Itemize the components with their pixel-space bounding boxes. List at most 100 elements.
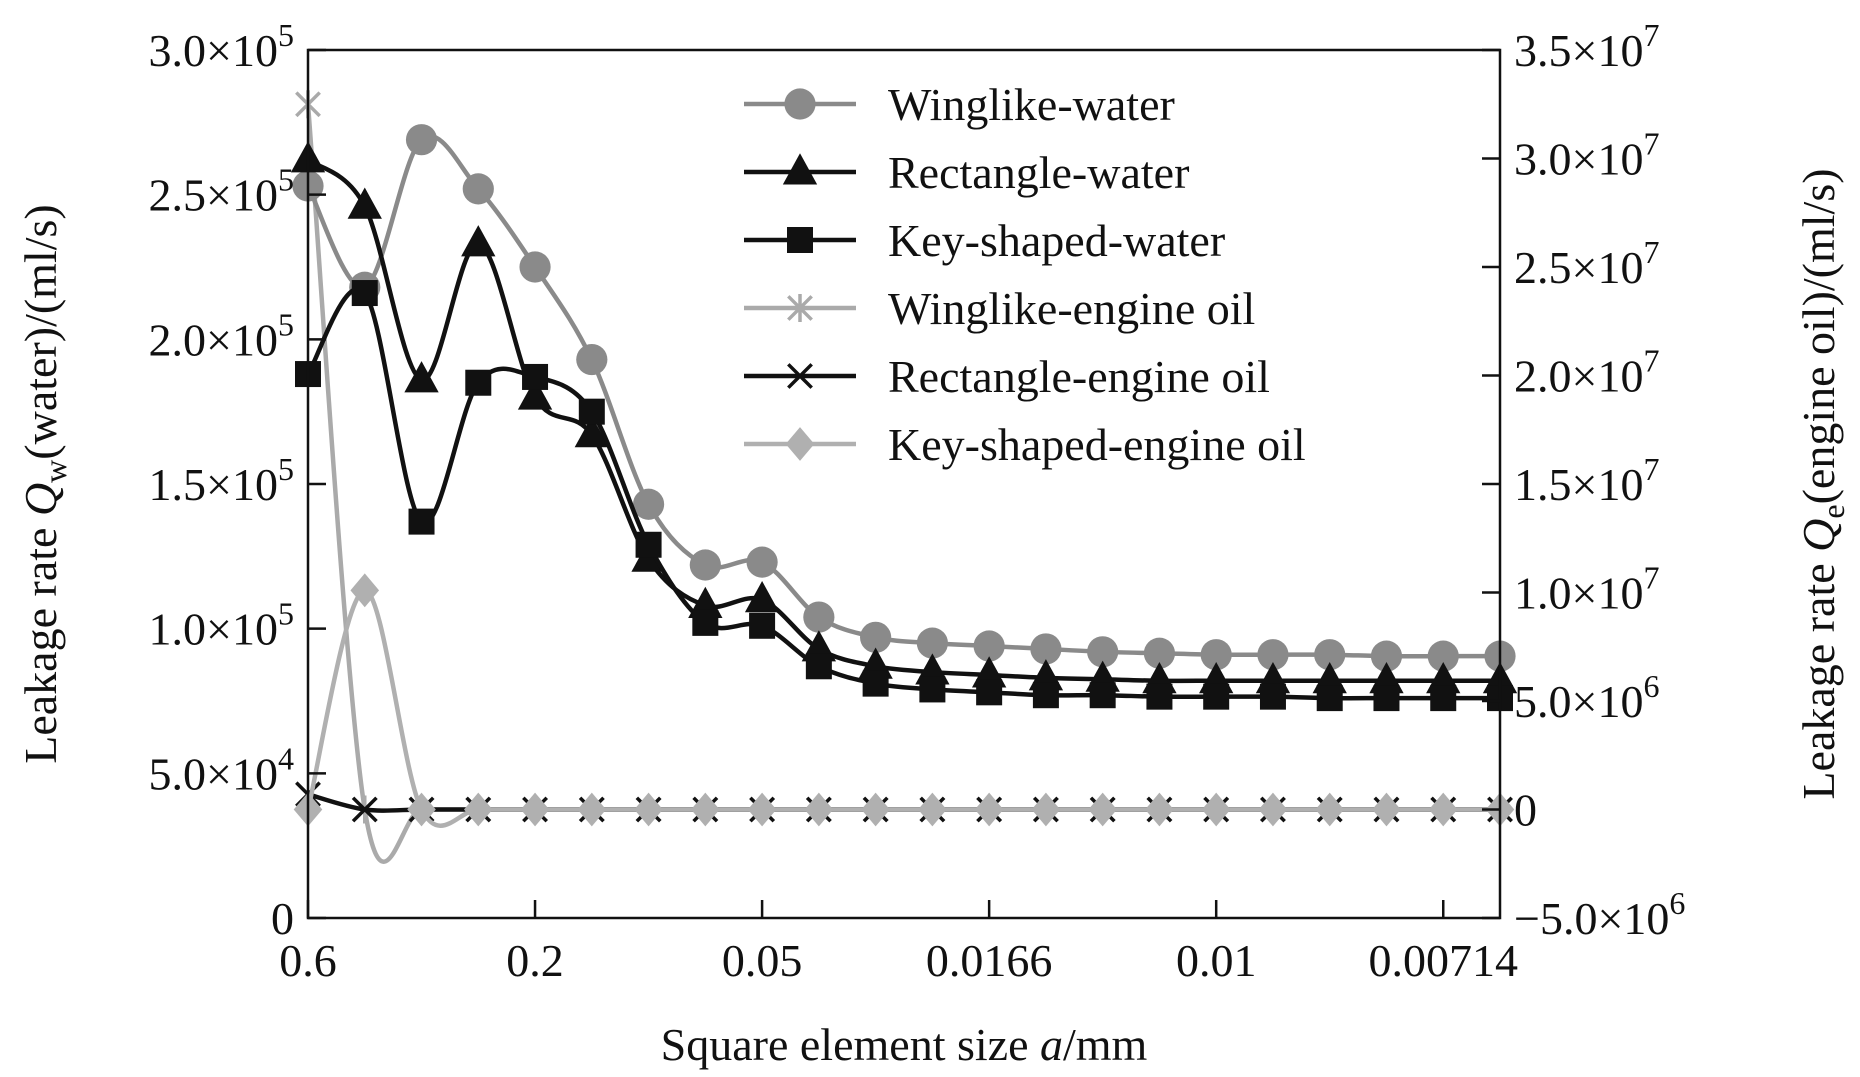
data-point [574, 416, 609, 448]
y-left-tick-label: 1.0×105 [149, 596, 294, 655]
data-point [465, 369, 492, 396]
y-left-tick-label: 3.0×105 [149, 17, 294, 76]
data-point [632, 488, 665, 520]
data-point [862, 670, 889, 697]
data-point [463, 792, 493, 827]
legend-label: Rectangle-water [888, 147, 1189, 198]
y-right-tick-label: 1.0×107 [1514, 560, 1659, 619]
data-point [350, 573, 380, 608]
legend-label: Winglike-water [888, 79, 1175, 130]
y-right-tick-label: 2.5×107 [1514, 234, 1659, 293]
data-point [462, 173, 494, 205]
y-left-axis-title: Leakage rate Qw(water)/(ml/s) [15, 204, 73, 764]
data-point [1087, 636, 1119, 668]
legend-label: Key-shaped-engine oil [888, 419, 1306, 470]
data-point [861, 792, 890, 827]
legend-marker [782, 153, 818, 185]
data-point [692, 609, 719, 636]
data-point [1430, 685, 1457, 712]
legend-marker [787, 363, 813, 389]
y-right-tick-label: 0 [1514, 785, 1537, 836]
data-point [1146, 683, 1173, 710]
data-point [976, 679, 1003, 706]
data-point [634, 792, 663, 827]
data-point [747, 792, 777, 827]
legend-entry: Key-shaped-water [744, 215, 1225, 266]
y-left-tick-label: 5.0×104 [149, 740, 294, 799]
series-3 [295, 90, 1513, 864]
data-point [351, 280, 378, 307]
data-point [974, 792, 1004, 827]
data-point [405, 124, 438, 156]
y-left-tick-label: 1.5×105 [149, 451, 294, 510]
data-point [577, 792, 607, 827]
x-tick-label: 0.2 [506, 935, 564, 986]
legend-entry: Winglike-engine oil [744, 283, 1255, 334]
data-point [860, 621, 892, 653]
y-right-tick-label: 1.5×107 [1514, 451, 1659, 510]
data-point [461, 225, 496, 257]
data-point [522, 363, 549, 390]
data-point [805, 653, 832, 680]
legend-label: Rectangle-engine oil [888, 351, 1270, 402]
data-point [916, 627, 948, 659]
data-point [1427, 640, 1459, 672]
legend-marker [785, 427, 815, 461]
y-right-tick-label: −5.0×106 [1514, 885, 1685, 944]
x-tick-label: 0.00714 [1368, 935, 1518, 986]
y-right-tick-label: 3.0×107 [1514, 126, 1659, 185]
data-point [689, 549, 721, 581]
series-layer [290, 90, 1518, 864]
data-point [1032, 682, 1059, 709]
data-point [576, 343, 608, 376]
data-point [1201, 792, 1231, 827]
legend-marker [787, 227, 813, 253]
data-point [746, 546, 778, 578]
data-point [1314, 639, 1346, 671]
data-point [1257, 639, 1289, 671]
y-right-tick-label: 2.0×107 [1514, 343, 1659, 402]
data-point [517, 378, 553, 410]
legend-entry: Key-shaped-engine oil [744, 419, 1306, 470]
y-left-tick-label: 2.5×105 [149, 162, 294, 221]
x-tick-label: 0.05 [722, 935, 803, 986]
data-point [1316, 685, 1343, 712]
data-point [347, 187, 382, 219]
data-point [749, 612, 776, 639]
legend-entry: Winglike-water [744, 79, 1175, 130]
y-left-tick-label: 0 [271, 893, 294, 944]
y-right-tick-label: 3.5×107 [1514, 17, 1659, 76]
data-point [919, 676, 946, 703]
series-5 [293, 573, 1515, 828]
data-point [1428, 792, 1458, 827]
data-point [1370, 640, 1403, 672]
data-point [1030, 633, 1062, 665]
y-right-axis-title: Leakage rate Qe(engine oil)/(ml/s) [1793, 168, 1851, 799]
data-point [408, 508, 435, 535]
data-point [407, 792, 436, 827]
x-tick-label: 0.0166 [926, 935, 1053, 986]
legend-entry: Rectangle-engine oil [744, 351, 1270, 402]
x-axis-title: Square element size a/mm [661, 1019, 1148, 1070]
legend-marker [784, 88, 816, 120]
data-point [1373, 685, 1400, 712]
data-point [578, 398, 605, 425]
data-point [804, 792, 834, 827]
legend-marker [787, 293, 813, 323]
x-tick-label: 0.01 [1176, 935, 1257, 986]
data-point [973, 630, 1005, 662]
y-left-tick-label: 2.0×105 [149, 306, 294, 365]
data-point [744, 581, 780, 613]
data-point [404, 361, 439, 393]
data-point [918, 792, 947, 827]
data-point [1258, 792, 1288, 827]
data-point [803, 601, 835, 633]
data-point [1259, 683, 1286, 710]
axis-layer: 0 5.0×104 1.0×105 1.5×105 2.0×105 2.5×105 3.0×… [15, 17, 1851, 1070]
data-point [1145, 792, 1174, 827]
data-point [1203, 683, 1230, 710]
data-point [351, 796, 378, 823]
legend: Winglike-water Rectangle-water Key-shaped-… [744, 79, 1306, 470]
x-tick-label: 0.6 [279, 935, 337, 986]
